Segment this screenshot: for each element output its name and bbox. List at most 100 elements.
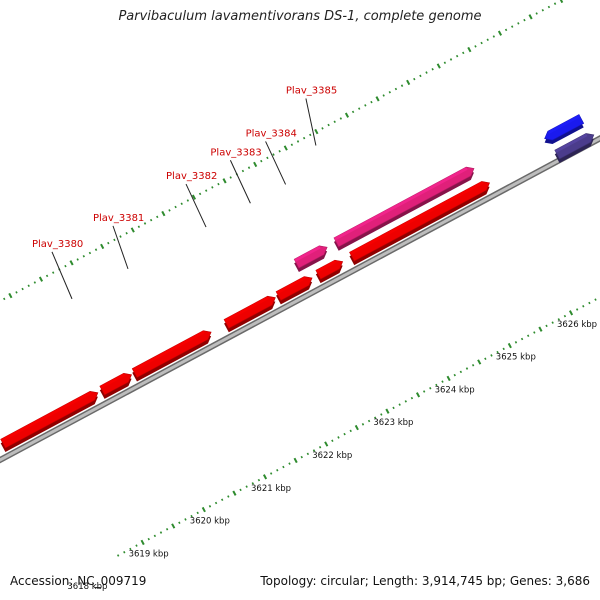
gene-arrow-highlight	[276, 276, 306, 295]
lower-tick	[201, 506, 206, 513]
gene-arrow-highlight	[0, 391, 92, 442]
lower-tick	[227, 495, 230, 498]
upper-tick	[344, 112, 350, 118]
gene-arrow-highlight	[554, 133, 588, 153]
upper-tick	[143, 222, 147, 225]
upper-tick	[394, 87, 398, 91]
lower-tick	[502, 347, 505, 351]
lower-tick	[415, 392, 421, 398]
gene-arrow[interactable]	[99, 372, 132, 399]
lower-tick	[575, 308, 579, 311]
upper-tick	[100, 243, 105, 250]
gene-arrow-highlight	[224, 296, 269, 323]
gene-label[interactable]: Plav_3381	[93, 213, 144, 224]
upper-tick	[283, 145, 288, 151]
upper-tick	[38, 276, 44, 282]
gene-arrow[interactable]	[554, 133, 595, 163]
upper-tick	[364, 104, 367, 107]
gene-label[interactable]: Plav_3385	[286, 85, 337, 96]
lower-tick	[337, 436, 340, 439]
gene-label-leader	[305, 98, 317, 146]
upper-tick	[125, 232, 128, 235]
gene-arrow[interactable]	[223, 295, 276, 333]
lower-tick	[116, 554, 120, 557]
lower-tick	[123, 550, 126, 554]
gene-arrow[interactable]	[333, 166, 475, 251]
upper-tick	[358, 107, 361, 110]
upper-tick	[94, 248, 98, 251]
gene-arrow[interactable]	[349, 181, 491, 266]
gene-arrow[interactable]	[131, 330, 212, 382]
kbp-label: 3620 kbp	[190, 517, 230, 527]
lower-tick	[496, 350, 499, 354]
upper-tick	[21, 287, 24, 291]
lower-tick	[551, 321, 554, 324]
lower-tick	[367, 419, 371, 423]
upper-tick	[375, 96, 380, 102]
upper-tick	[321, 127, 324, 130]
lower-tick	[276, 468, 279, 472]
upper-tick	[69, 260, 74, 266]
lower-tick	[159, 531, 163, 534]
lower-tick	[343, 432, 346, 436]
upper-tick	[272, 153, 275, 156]
lower-tick	[214, 501, 218, 505]
lower-tick	[300, 455, 303, 459]
lower-tick	[435, 383, 438, 387]
lower-tick	[507, 342, 512, 349]
upper-tick	[541, 8, 544, 12]
lower-tick	[171, 523, 176, 529]
lower-tick	[484, 357, 487, 360]
upper-tick	[260, 159, 263, 163]
gene-label[interactable]: Plav_3384	[246, 128, 297, 139]
kbp-label: 3618 kbp	[67, 582, 107, 592]
upper-tick	[278, 150, 281, 153]
gene-arrow-body	[275, 276, 313, 301]
gene-arrow[interactable]	[293, 245, 328, 273]
kbp-label: 3624 kbp	[435, 385, 475, 395]
lower-tick	[594, 298, 597, 301]
tick-rows	[3, 0, 597, 557]
gene-arrow[interactable]	[0, 391, 99, 453]
upper-tick	[76, 258, 79, 261]
upper-tick	[15, 291, 18, 294]
upper-tick	[517, 22, 520, 25]
upper-tick	[431, 68, 434, 71]
gene-arrow[interactable]	[275, 276, 313, 305]
gene-label-leader	[265, 141, 287, 185]
kbp-label: 3619 kbp	[129, 549, 169, 559]
upper-tick	[130, 227, 135, 233]
gene-label[interactable]: Plav_3383	[210, 147, 261, 158]
lower-tick	[331, 439, 334, 442]
gene-arrow-body	[293, 245, 328, 269]
upper-tick	[333, 120, 336, 124]
backbone-line	[0, 136, 600, 462]
lower-tick	[239, 488, 242, 492]
gene-label[interactable]: Plav_3380	[32, 239, 83, 250]
gene-layer	[0, 114, 595, 453]
gene-label[interactable]: Plav_3382	[166, 171, 217, 182]
upper-tick	[174, 205, 177, 209]
label-layer: 3618 kbp 3619 kbp 3620 kbp 3621 kbp 3622 kbp…	[32, 85, 597, 592]
upper-tick	[327, 123, 330, 127]
gene-arrow[interactable]	[544, 114, 585, 145]
lower-tick	[410, 396, 414, 400]
accession-label: Accession: NC_009719	[10, 574, 147, 588]
upper-tick	[266, 156, 269, 160]
upper-tick	[511, 25, 514, 28]
lower-tick	[514, 341, 518, 344]
lower-tick	[538, 326, 543, 332]
lower-tick	[221, 498, 224, 502]
upper-tick	[443, 61, 447, 64]
lower-tick	[404, 400, 407, 403]
upper-tick	[247, 166, 251, 169]
backbone-layer	[0, 135, 600, 464]
gene-arrow-highlight	[132, 330, 205, 372]
gene-arrow[interactable]	[315, 259, 344, 284]
gene-arrow-body	[99, 372, 132, 396]
lower-tick	[135, 544, 138, 547]
lower-tick	[293, 457, 298, 464]
gene-arrow-highlight	[99, 373, 126, 389]
lower-tick	[582, 304, 585, 308]
